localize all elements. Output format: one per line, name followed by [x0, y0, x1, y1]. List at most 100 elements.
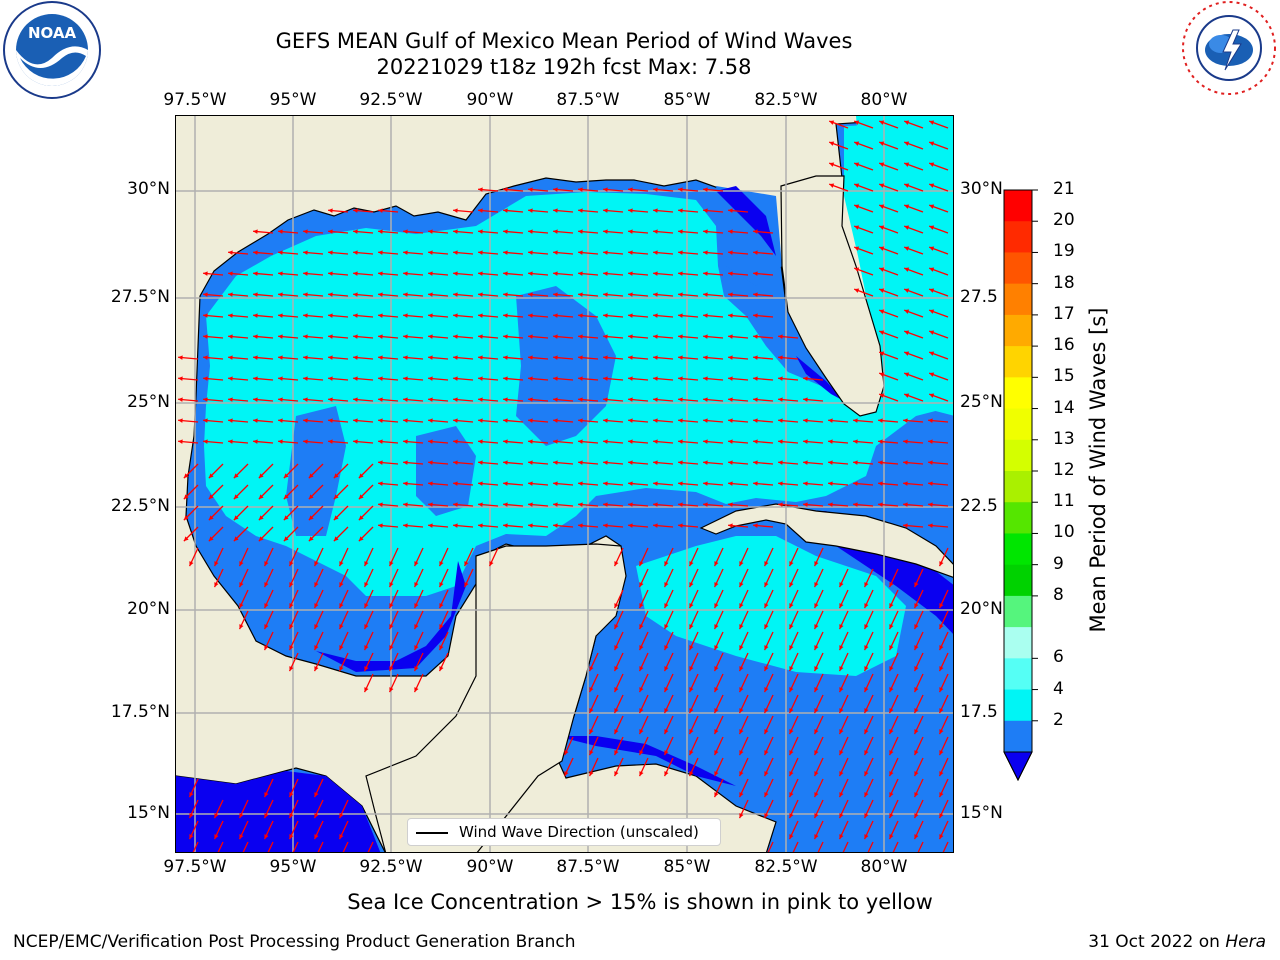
wind-arrow-head	[403, 376, 408, 381]
wind-arrow-head	[678, 334, 683, 339]
wind-arrow-head	[378, 523, 383, 528]
wind-arrow-shaft	[767, 841, 774, 852]
colorbar-tick-label: 8	[1053, 584, 1064, 605]
wind-arrow-head	[578, 460, 583, 465]
wind-arrow-head	[928, 502, 933, 507]
blue-patch	[516, 286, 616, 446]
wind-arrow-head	[653, 334, 658, 339]
wind-arrow-head	[603, 313, 608, 318]
wind-arrow-head	[864, 603, 869, 609]
footer-credit: NCEP/EMC/Verification Post Processing Pr…	[13, 932, 576, 952]
wind-arrow-head	[528, 460, 533, 465]
wind-arrow-head	[264, 792, 269, 798]
wind-arrow-head	[653, 397, 658, 402]
dark-blue-region	[316, 561, 466, 672]
wind-arrow-head	[904, 393, 910, 398]
wind-arrow-head	[803, 481, 808, 486]
wind-arrow-head	[183, 473, 189, 479]
wind-arrow-head	[453, 334, 458, 339]
wind-arrow-head	[503, 376, 508, 381]
wind-arrow-head	[214, 561, 219, 567]
wind-arrow-head	[478, 460, 483, 465]
wind-arrow-head	[428, 502, 433, 507]
wind-arrow-head	[228, 376, 233, 381]
wind-arrow-head	[879, 351, 885, 356]
wind-arrow-head	[764, 561, 769, 567]
wind-arrow-head	[328, 313, 333, 318]
wind-arrow-head	[503, 229, 508, 234]
footer-host: Hera	[1225, 932, 1266, 952]
wind-arrow-head	[328, 355, 333, 360]
wind-arrow-head	[253, 334, 258, 339]
wind-arrow-head	[314, 561, 319, 567]
wind-arrow-head	[628, 187, 633, 192]
colorbar-segment	[1004, 564, 1032, 597]
wind-arrow-head	[378, 376, 383, 381]
wind-arrow-head	[914, 582, 919, 588]
wind-arrow-head	[289, 561, 294, 567]
wind-arrow-head	[929, 351, 935, 356]
wind-arrow-head	[339, 813, 344, 819]
wind-arrow-head	[228, 313, 233, 318]
wind-arrow-head	[564, 750, 569, 756]
wind-arrow-head	[303, 292, 308, 297]
wind-arrow-head	[289, 813, 294, 819]
wind-arrow-head	[814, 792, 819, 798]
wind-arrow-head	[478, 187, 483, 192]
wind-arrow-head	[628, 292, 633, 297]
wind-arrow-head	[939, 834, 944, 840]
wind-arrow-head	[889, 687, 894, 693]
wind-arrow-head	[714, 582, 719, 588]
wind-arrow-head	[854, 246, 860, 251]
wind-arrow-head	[303, 229, 308, 234]
wind-arrow-head	[233, 515, 239, 521]
lon-label-top: 87.5°W	[556, 90, 620, 110]
wind-arrow-head	[203, 418, 208, 423]
wind-arrow-head	[453, 250, 458, 255]
wind-arrow-head	[703, 439, 708, 444]
wind-arrow-head	[939, 561, 944, 567]
wind-arrow-head	[914, 813, 919, 819]
wind-arrow-head	[904, 267, 910, 272]
wind-arrow-head	[789, 813, 794, 819]
wind-arrow-head	[428, 523, 433, 528]
wind-arrow-head	[603, 229, 608, 234]
wind-arrow-head	[403, 439, 408, 444]
map-panel[interactable]	[175, 115, 954, 853]
wind-arrow-head	[314, 582, 319, 588]
wind-arrow-head	[853, 481, 858, 486]
colorbar-tick-label: 13	[1053, 428, 1075, 449]
wind-arrow-head	[904, 246, 910, 251]
wind-arrow-head	[639, 561, 644, 567]
wind-arrow-head	[904, 288, 910, 293]
wind-arrow-head	[839, 582, 844, 588]
wind-arrow-head	[814, 750, 819, 756]
wind-arrow-head	[879, 330, 885, 335]
noaa-logo-text: NOAA	[28, 24, 77, 42]
wind-arrow-head	[753, 271, 758, 276]
wind-arrow-head	[553, 292, 558, 297]
colorbar-segment	[1004, 190, 1032, 222]
wind-arrow-head	[258, 515, 264, 521]
wind-arrow-head	[653, 313, 658, 318]
wind-arrow-head	[714, 603, 719, 609]
wind-arrow-head	[789, 708, 794, 714]
colorbar-segment	[1004, 595, 1032, 628]
wind-arrow-head	[528, 292, 533, 297]
wind-arrow-head	[333, 494, 339, 500]
wind-arrow-head	[803, 460, 808, 465]
wind-arrow-head	[728, 334, 733, 339]
wind-arrow-head	[703, 376, 708, 381]
lon-label-bottom: 92.5°W	[359, 857, 423, 877]
wind-arrow-head	[228, 397, 233, 402]
dark-blue-region	[716, 186, 776, 256]
wind-arrow-head	[928, 439, 933, 444]
wind-arrow-head	[553, 418, 558, 423]
wind-arrow-head	[478, 439, 483, 444]
lon-label-top: 90°W	[466, 90, 514, 110]
wind-arrow-head	[939, 624, 944, 630]
wind-arrow-head	[628, 250, 633, 255]
colorbar-segment	[1004, 221, 1032, 253]
wind-arrow-head	[553, 229, 558, 234]
wind-arrow-head	[639, 582, 644, 588]
